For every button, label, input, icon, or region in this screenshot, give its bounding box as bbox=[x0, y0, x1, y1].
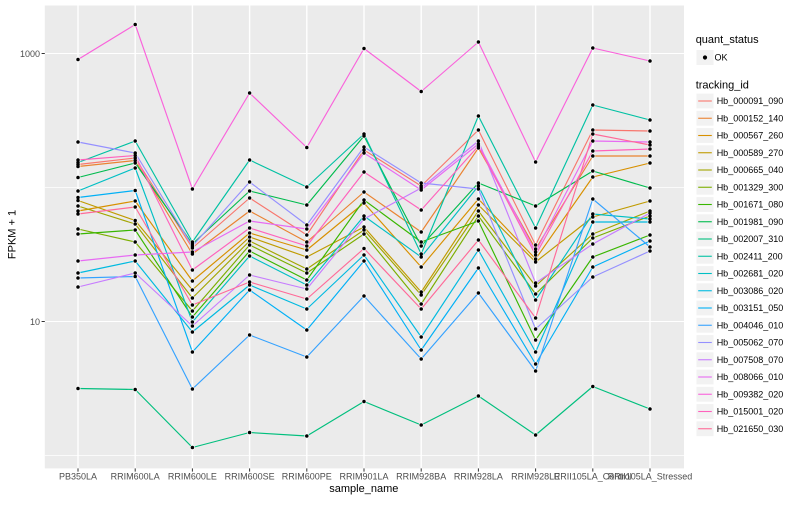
svg-text:FPKM + 1: FPKM + 1 bbox=[7, 210, 19, 259]
svg-text:RRIM600LA: RRIM600LA bbox=[111, 472, 160, 482]
svg-text:PB350LA: PB350LA bbox=[59, 472, 97, 482]
svg-text:Hb_001671_080: Hb_001671_080 bbox=[717, 200, 784, 210]
svg-text:quant_status: quant_status bbox=[696, 34, 759, 46]
svg-text:Hb_000665_040: Hb_000665_040 bbox=[717, 165, 784, 175]
svg-text:RRIM600LE: RRIM600LE bbox=[168, 472, 217, 482]
svg-text:tracking_id: tracking_id bbox=[696, 80, 749, 92]
svg-text:Hb_005062_070: Hb_005062_070 bbox=[717, 338, 784, 348]
svg-text:Hb_004046_010: Hb_004046_010 bbox=[717, 320, 784, 330]
svg-text:10: 10 bbox=[30, 317, 40, 327]
svg-text:Hb_003086_020: Hb_003086_020 bbox=[717, 286, 784, 296]
svg-text:RRIM901LA: RRIM901LA bbox=[339, 472, 388, 482]
svg-text:RRII105LA_Stressed: RRII105LA_Stressed bbox=[608, 472, 693, 482]
svg-text:sample_name: sample_name bbox=[329, 483, 398, 495]
svg-text:Hb_003151_050: Hb_003151_050 bbox=[717, 303, 784, 313]
svg-text:Hb_008066_010: Hb_008066_010 bbox=[717, 372, 784, 382]
svg-text:Hb_009382_020: Hb_009382_020 bbox=[717, 389, 784, 399]
svg-text:Hb_000152_140: Hb_000152_140 bbox=[717, 113, 784, 123]
svg-text:Hb_002411_200: Hb_002411_200 bbox=[717, 251, 783, 261]
svg-text:Hb_007508_070: Hb_007508_070 bbox=[717, 355, 784, 365]
svg-text:Hb_015001_020: Hb_015001_020 bbox=[717, 407, 784, 417]
svg-text:Hb_002681_020: Hb_002681_020 bbox=[717, 269, 784, 279]
svg-text:Hb_001981_090: Hb_001981_090 bbox=[717, 217, 784, 227]
svg-text:RRIM928BA: RRIM928BA bbox=[396, 472, 446, 482]
svg-text:Hb_000589_270: Hb_000589_270 bbox=[717, 148, 784, 158]
svg-text:Hb_000567_260: Hb_000567_260 bbox=[717, 131, 784, 141]
svg-text:Hb_021650_030: Hb_021650_030 bbox=[717, 424, 784, 434]
svg-text:RRIM600PE: RRIM600PE bbox=[282, 472, 332, 482]
svg-text:Hb_002007_310: Hb_002007_310 bbox=[717, 234, 784, 244]
svg-text:RRIM928LA: RRIM928LA bbox=[454, 472, 503, 482]
svg-text:Hb_000091_090: Hb_000091_090 bbox=[717, 96, 784, 106]
svg-text:RRII105LA_Control: RRII105LA_Control bbox=[554, 472, 632, 482]
svg-text:Hb_001329_300: Hb_001329_300 bbox=[717, 182, 784, 192]
svg-text:RRIM928LE: RRIM928LE bbox=[511, 472, 560, 482]
svg-text:RRIM600SE: RRIM600SE bbox=[225, 472, 275, 482]
svg-text:1000: 1000 bbox=[20, 49, 40, 59]
svg-text:OK: OK bbox=[715, 53, 728, 63]
